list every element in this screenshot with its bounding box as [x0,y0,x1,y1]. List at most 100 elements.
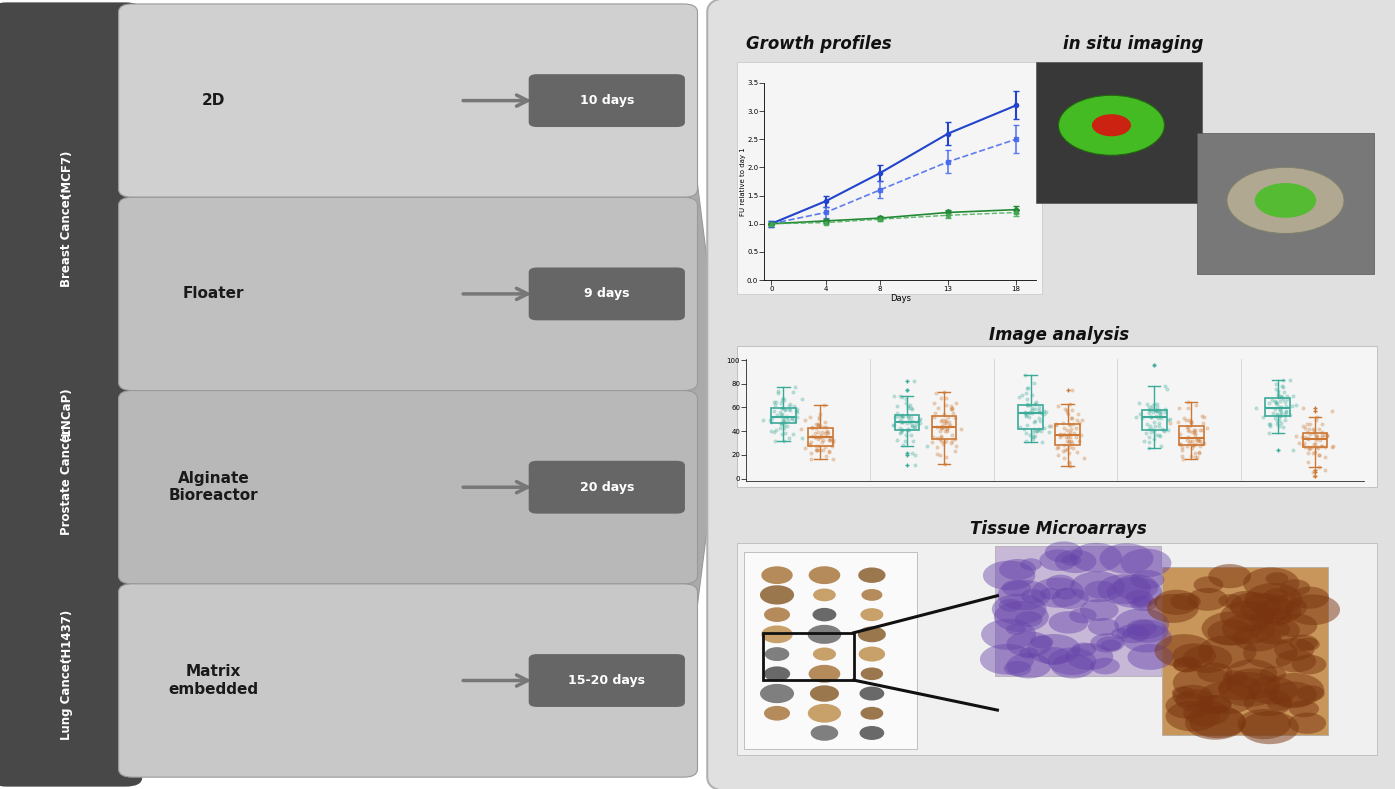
Point [1144,403,1166,416]
Point [1191,424,1214,436]
Point [896,384,918,397]
Point [1027,423,1049,436]
Circle shape [1113,574,1158,600]
Point [882,419,904,432]
Point [1059,440,1081,453]
Point [1187,432,1209,445]
Point [764,398,787,411]
Point [1315,429,1338,442]
Point [1138,431,1161,443]
Circle shape [1088,618,1119,636]
Point [925,448,947,461]
Point [763,404,785,417]
Point [1016,382,1038,394]
Point [930,421,953,434]
Point [1059,436,1081,448]
Circle shape [1243,567,1299,599]
Point [773,435,795,447]
Point [770,428,792,441]
Point [1144,358,1166,371]
Point [1134,426,1156,439]
FancyBboxPatch shape [529,267,685,320]
Point [1069,435,1091,447]
Point [910,417,932,429]
Point [776,410,798,423]
Point [1023,423,1045,436]
Circle shape [764,706,790,720]
Point [940,436,963,449]
Circle shape [979,644,1034,675]
Point [928,402,950,414]
Point [1021,402,1043,414]
Circle shape [764,667,790,681]
Point [933,458,956,470]
Point [806,418,829,431]
Circle shape [1070,571,1126,602]
Text: 20 days: 20 days [580,481,633,494]
Point [1021,388,1043,401]
Circle shape [810,686,838,701]
Circle shape [1226,591,1267,614]
Point [936,422,958,435]
Point [891,416,914,428]
Circle shape [1198,695,1232,714]
Point [1073,452,1095,465]
Point [1292,439,1314,451]
Point [801,429,823,442]
Point [1064,431,1087,443]
Circle shape [1021,589,1046,604]
Point [1144,404,1166,417]
Point [1053,439,1076,451]
FancyBboxPatch shape [119,4,698,197]
Point [901,447,923,460]
Point [923,397,946,409]
Point [1302,440,1324,453]
Point [1184,423,1207,436]
Point [1176,439,1198,452]
Circle shape [1027,634,1081,664]
Point [1267,407,1289,420]
Text: 10 days: 10 days [580,94,633,107]
Polygon shape [677,20,737,769]
Circle shape [1062,555,1081,566]
Point [770,417,792,430]
Point [1020,429,1042,442]
Point [773,394,795,406]
Point [1156,414,1179,427]
Circle shape [1275,614,1317,638]
Circle shape [1055,550,1096,573]
Point [790,422,812,435]
Point [1268,420,1290,432]
Point [822,436,844,448]
Point [1299,417,1321,430]
Point [915,439,937,452]
Circle shape [1127,619,1168,643]
Point [935,451,957,463]
Circle shape [764,608,790,622]
Point [1021,403,1043,416]
FancyBboxPatch shape [119,584,698,777]
Point [1013,368,1035,381]
Circle shape [1165,693,1212,719]
Point [771,413,794,426]
Point [1306,440,1328,453]
Point [1144,428,1166,441]
Point [890,410,912,423]
Point [1191,417,1214,429]
Point [1169,428,1191,440]
Point [889,413,911,426]
Point [1310,425,1332,438]
Point [1070,413,1092,426]
Point [815,429,837,442]
Point [1275,392,1297,405]
Text: Growth profiles: Growth profiles [746,36,891,53]
Point [805,443,827,456]
Point [810,429,833,442]
Point [1189,440,1211,453]
Point [894,393,917,406]
Point [1177,436,1200,449]
Point [1296,455,1318,468]
Point [1141,406,1163,418]
Point [1060,383,1083,396]
Point [1279,409,1302,421]
